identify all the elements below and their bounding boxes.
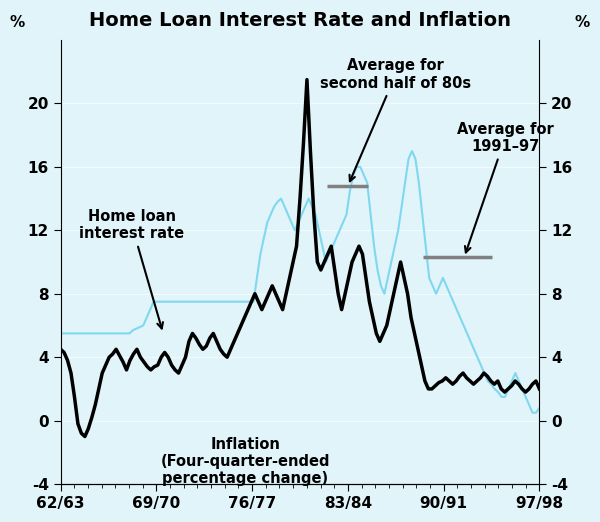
Text: %: % (10, 15, 25, 30)
Title: Home Loan Interest Rate and Inflation: Home Loan Interest Rate and Inflation (89, 11, 511, 30)
Text: Home loan
interest rate: Home loan interest rate (79, 209, 184, 328)
Text: %: % (575, 15, 590, 30)
Text: Inflation
(Four-quarter-ended
percentage change): Inflation (Four-quarter-ended percentage… (161, 436, 330, 487)
Text: Average for
1991–97: Average for 1991–97 (457, 122, 554, 253)
Text: Average for
second half of 80s: Average for second half of 80s (320, 58, 472, 181)
